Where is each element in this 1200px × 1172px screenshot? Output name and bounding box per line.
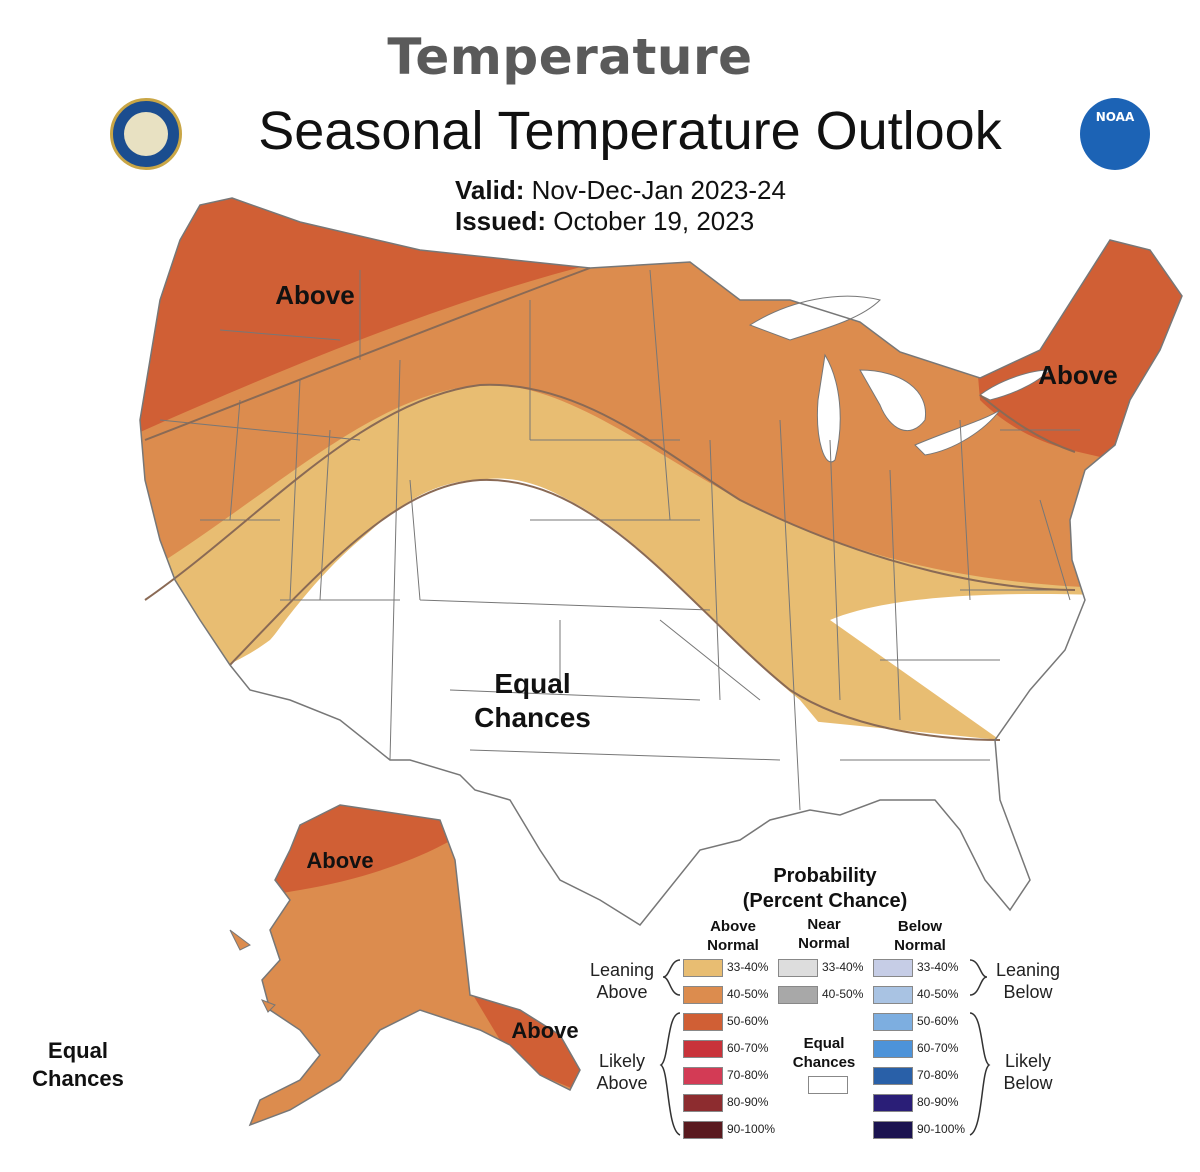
legend-col-above-l2: Normal xyxy=(707,937,759,954)
valid-line: Valid: Nov-Dec-Jan 2023-24 xyxy=(455,175,786,206)
legend-col-near-l2: Normal xyxy=(798,935,850,952)
legend-likely-below-l1: Likely xyxy=(1004,1051,1052,1071)
legend-below-3-swatch xyxy=(873,1040,913,1058)
legend-col-below-l2: Normal xyxy=(894,937,946,954)
legend-below-6-swatch xyxy=(873,1121,913,1139)
equal-chances-line1: Equal xyxy=(494,668,571,699)
alaska-north-above-label: Above xyxy=(306,848,374,873)
legend-leaning-above-l1: Leaning xyxy=(589,960,655,980)
legend-near-1-label: 40-50% xyxy=(822,987,864,1001)
legend-col-above: Above Normal xyxy=(693,917,773,955)
legend-title: Probability (Percent Chance) xyxy=(710,864,940,914)
northeast-above-label: Above xyxy=(1038,360,1118,390)
legend-below-4-swatch xyxy=(873,1067,913,1085)
legend-likely-above-l1: Likely xyxy=(598,1051,646,1071)
legend-title-line2: (Percent Chance) xyxy=(742,890,908,912)
legend-above-3-swatch xyxy=(683,1040,723,1058)
boundary-33-40 xyxy=(229,478,1001,741)
alaska-south-above-label: Above xyxy=(511,1018,579,1043)
valid-value: Nov-Dec-Jan 2023-24 xyxy=(531,175,786,205)
equal-chances-line2: Chances xyxy=(474,702,591,733)
alaska-equal-line2: Chances xyxy=(32,1066,124,1091)
legend-likely-below-l2: Below xyxy=(1003,1073,1053,1093)
issued-label: Issued: xyxy=(455,206,547,236)
legend-above-0-swatch xyxy=(683,959,723,977)
legend-below-0-swatch xyxy=(873,959,913,977)
lake-huron-shape xyxy=(859,369,927,432)
legend-near-1-swatch xyxy=(778,986,818,1004)
lake-superior-shape xyxy=(748,295,881,341)
legend-equal-chances: Equal Chances xyxy=(786,1034,862,1072)
legend-below-4-label: 70-80% xyxy=(917,1068,959,1082)
legend-swatch-equal xyxy=(808,1076,848,1094)
legend-equal-l1: Equal xyxy=(803,1035,845,1052)
legend-above-2-label: 50-60% xyxy=(727,1014,769,1028)
legend-brace-below xyxy=(969,959,991,1136)
legend-below-2-label: 50-60% xyxy=(917,1014,959,1028)
legend-near-0-label: 33-40% xyxy=(822,960,864,974)
legend-col-below: Below Normal xyxy=(880,917,960,955)
legend-below-5-label: 80-90% xyxy=(917,1095,959,1109)
legend-brace-above xyxy=(659,959,681,1136)
valid-label: Valid: xyxy=(455,175,525,205)
legend-above-4-swatch xyxy=(683,1067,723,1085)
legend-below-1-label: 40-50% xyxy=(917,987,959,1001)
boundary-40-50 xyxy=(144,383,1076,601)
legend-equal-l2: Chances xyxy=(792,1054,856,1071)
legend-above-6-label: 90-100% xyxy=(727,1122,776,1136)
legend-below-0-label: 33-40% xyxy=(917,960,959,974)
legend-above-1-label: 40-50% xyxy=(727,987,769,1001)
lake-ontario-shape xyxy=(979,369,1052,401)
legend-above-5-label: 80-90% xyxy=(727,1095,769,1109)
legend-below-2-swatch xyxy=(873,1013,913,1031)
legend-above-6-swatch xyxy=(683,1121,723,1139)
legend-likely-above-l2: Above xyxy=(596,1073,648,1093)
boundary-northeast xyxy=(979,394,1076,453)
legend-below-5-swatch xyxy=(873,1094,913,1112)
header-caption: Temperature xyxy=(387,28,753,86)
legend-above-2-swatch xyxy=(683,1013,723,1031)
legend-col-near: Near Normal xyxy=(784,915,864,953)
legend-leaning-below: Leaning Below xyxy=(994,959,1062,1003)
lake-michigan-shape xyxy=(816,353,841,463)
legend-above-1-swatch xyxy=(683,986,723,1004)
legend-above-3-label: 60-70% xyxy=(727,1041,769,1055)
legend-title-line1: Probability xyxy=(773,865,877,887)
legend-above-0-label: 33-40% xyxy=(727,960,769,974)
west-above-label: Above xyxy=(275,280,355,310)
state-boundaries xyxy=(159,269,1080,811)
doc-seal-inner-icon xyxy=(124,112,168,156)
legend-leaning-above: Leaning Above xyxy=(588,959,656,1003)
page-title: Seasonal Temperature Outlook xyxy=(258,101,1002,161)
noaa-logo-icon xyxy=(1080,98,1150,170)
legend-col-below-l1: Below xyxy=(897,918,943,935)
legend-below-1-swatch xyxy=(873,986,913,1004)
legend-likely-below: Likely Below xyxy=(994,1050,1062,1094)
legend-col-above-l1: Above xyxy=(710,918,756,935)
legend-near-0-swatch xyxy=(778,959,818,977)
legend-above-4-label: 70-80% xyxy=(727,1068,769,1082)
legend-likely-above: Likely Above xyxy=(588,1050,656,1094)
legend-leaning-below-l1: Leaning xyxy=(995,960,1061,980)
legend-leaning-below-l2: Below xyxy=(1003,982,1053,1002)
issued-line: Issued: October 19, 2023 xyxy=(455,206,754,237)
noaa-logo-text: NOAA xyxy=(1095,110,1135,124)
equal-chances-label: Equal Chances xyxy=(460,667,605,735)
legend-col-near-l1: Near xyxy=(807,916,841,933)
alaska-equal-line1: Equal xyxy=(48,1038,108,1063)
legend-below-6-label: 90-100% xyxy=(917,1122,966,1136)
alaska-equal-chances-label: Equal Chances xyxy=(28,1037,128,1093)
boundary-50-60 xyxy=(144,267,591,441)
legend-leaning-above-l2: Above xyxy=(596,982,648,1002)
legend-above-5-swatch xyxy=(683,1094,723,1112)
legend-below-3-label: 60-70% xyxy=(917,1041,959,1055)
issued-value: October 19, 2023 xyxy=(553,206,755,236)
